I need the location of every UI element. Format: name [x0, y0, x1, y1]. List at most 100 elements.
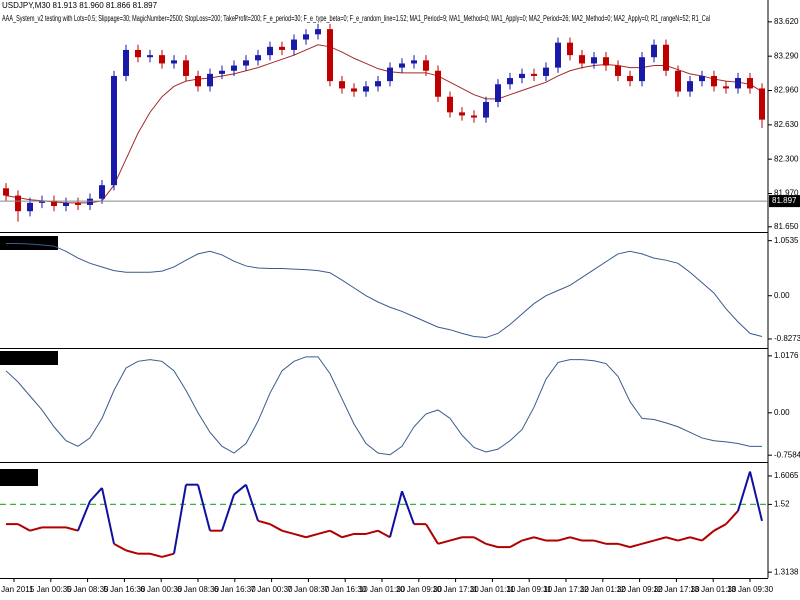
indicator-line — [6, 242, 763, 339]
indicator-segment — [473, 536, 487, 545]
candle-body — [711, 75, 717, 87]
indicator-segment — [257, 519, 271, 526]
indicator-segment — [149, 552, 163, 558]
time-label: 6 Jan 08:30 — [177, 585, 219, 594]
candle-body — [195, 75, 201, 87]
candle-body — [219, 70, 225, 74]
indicator-segment — [293, 533, 307, 539]
time-label: 10 Jan 09:30 — [396, 585, 443, 594]
y-tick-label: 0.00 — [774, 408, 790, 417]
indicator-segment — [233, 483, 247, 496]
indicator-segment — [689, 536, 703, 542]
y-tick-label: 1.6065 — [774, 471, 799, 480]
candle-body — [3, 188, 9, 196]
candle-body — [483, 101, 489, 118]
time-label: 7 Jan 00:30 — [251, 585, 293, 594]
indicator-segment — [437, 539, 451, 545]
candle-body — [231, 65, 237, 71]
candle-body — [99, 185, 105, 199]
candle-body — [411, 60, 417, 64]
candle-body — [519, 73, 525, 79]
time-label: 5 Jan 08:30 — [67, 585, 109, 594]
candle-body — [303, 34, 309, 40]
candle-body — [255, 55, 261, 61]
y-tick-label: 1.0535 — [774, 236, 799, 245]
indicator-segment — [509, 539, 523, 548]
indicator-segment — [641, 539, 655, 545]
candle-body — [375, 81, 381, 87]
indicator-segment — [653, 536, 667, 542]
indicator-segment — [281, 529, 295, 535]
indicator-segment — [29, 526, 43, 532]
candle-body — [327, 29, 333, 82]
candle-body — [651, 44, 657, 58]
indicator-segment — [389, 491, 403, 538]
indicator-segment — [269, 523, 283, 532]
candle-body — [63, 202, 69, 206]
candle-body — [339, 81, 345, 89]
indicator-segment — [197, 484, 211, 531]
indicator-segment — [317, 529, 331, 535]
candle-body — [471, 115, 477, 118]
y-tick-label: 1.52 — [774, 500, 790, 509]
indicator-segment — [113, 542, 127, 552]
candle-body — [363, 86, 369, 92]
frame — [0, 0, 769, 579]
indicator-segment — [365, 529, 379, 535]
indicator-segment — [329, 529, 343, 539]
indicator-segment — [677, 536, 691, 542]
indicator-segment — [665, 536, 679, 542]
indicator-label-box — [0, 236, 58, 250]
indicator-segment — [161, 552, 175, 558]
candle-body — [627, 75, 633, 82]
candle-body — [159, 55, 165, 64]
time-label: 13 Jan 01:30 — [690, 585, 737, 594]
time-label: 5 Jan 00:30 — [30, 585, 72, 594]
candle-body — [531, 73, 537, 76]
candle-body — [615, 65, 621, 76]
time-label: 7 Jan 08:30 — [287, 585, 329, 594]
time-label: 5 Jan 16:30 — [103, 585, 145, 594]
candle-body — [687, 81, 693, 92]
y-tick-label: 1.0176 — [774, 351, 799, 360]
candle-body — [135, 49, 141, 58]
y-tick-label: 1.3138 — [774, 567, 799, 576]
candle-body — [123, 49, 129, 76]
candle-body — [675, 70, 681, 92]
indicator-segment — [17, 523, 31, 532]
candle-body — [603, 57, 609, 66]
indicator-segment — [725, 510, 739, 525]
y-tick-label: 81.650 — [774, 222, 799, 231]
indicator-segment — [245, 484, 259, 522]
time-label: 12 Jan 01:30 — [580, 585, 627, 594]
moving-average — [5, 44, 763, 204]
candle-body — [435, 70, 441, 97]
indicator-segment — [749, 471, 763, 522]
candle-body — [735, 78, 741, 89]
indicator-segment — [533, 536, 547, 542]
candle-body — [555, 42, 561, 68]
candle-body — [27, 202, 33, 212]
candle-body — [399, 63, 405, 68]
indicator-segment — [713, 523, 727, 532]
candle-body — [507, 78, 513, 85]
chart-subtitle: AAA_System_v2 testing with Lots=0.5; Sli… — [2, 14, 710, 23]
indicator-segment — [629, 542, 643, 549]
candle-body — [39, 200, 45, 203]
indicator-segment — [593, 539, 607, 545]
candle-body — [243, 60, 249, 66]
candle-body — [543, 67, 549, 76]
time-label: 10 Jan 17:30 — [432, 585, 479, 594]
indicator-segment — [485, 542, 499, 549]
candle-body — [267, 46, 273, 56]
time-label: 10 Jan 01:30 — [359, 585, 406, 594]
indicator-segment — [173, 484, 187, 554]
chart-title: USDJPY,M30 81.913 81.960 81.866 81.897 — [2, 1, 158, 10]
y-tick-label: 81.970 — [774, 189, 799, 198]
indicator-segment — [569, 536, 583, 542]
indicator-segment — [65, 526, 79, 532]
time-label: 7 Jan 16:30 — [324, 585, 366, 594]
indicator-label-box — [0, 469, 38, 486]
y-tick-label: 82.960 — [774, 86, 799, 95]
